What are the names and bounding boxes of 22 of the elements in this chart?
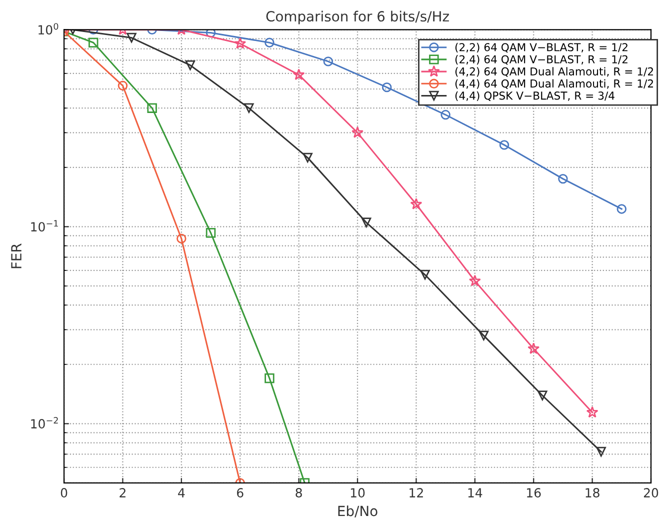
legend-label: (2,2) 64 QAM V−BLAST, R = 1/2 bbox=[455, 42, 628, 53]
y-tick-label: 10$^{−1}$ bbox=[31, 220, 58, 232]
legend-label: (4,2) 64 QAM Dual Alamouti, R = 1/2 bbox=[455, 67, 653, 77]
y-tick-label: 10$^{0}$ bbox=[38, 23, 58, 35]
x-tick-label: 14 bbox=[468, 488, 482, 498]
x-tick-label: 12 bbox=[410, 488, 423, 498]
x-axis-title: Eb/No bbox=[338, 505, 378, 518]
x-tick-label: 0 bbox=[60, 488, 68, 498]
x-tick-label: 18 bbox=[586, 488, 600, 498]
y-tick-label: 10$^{−2}$ bbox=[31, 417, 58, 428]
x-tick-label: 20 bbox=[644, 488, 658, 498]
x-tick-label: 8 bbox=[296, 488, 302, 498]
x-tick-label: 10 bbox=[350, 488, 365, 498]
x-tick-label: 2 bbox=[120, 488, 126, 498]
y-axis-title: FER bbox=[11, 244, 22, 268]
x-tick-label: 6 bbox=[237, 488, 244, 498]
chart-title: Comparison for 6 bits/s/Hz bbox=[266, 10, 449, 24]
legend-label: (4,4) 64 QAM Dual Alamouti, R = 1/2 bbox=[455, 79, 653, 89]
x-tick-label: 4 bbox=[178, 488, 185, 498]
x-tick-label: 16 bbox=[527, 488, 541, 498]
legend-label: (2,4) 64 QAM V−BLAST, R = 1/2 bbox=[455, 55, 628, 65]
legend-label: (4,4) QPSK V−BLAST, R = 3/4 bbox=[455, 91, 614, 101]
